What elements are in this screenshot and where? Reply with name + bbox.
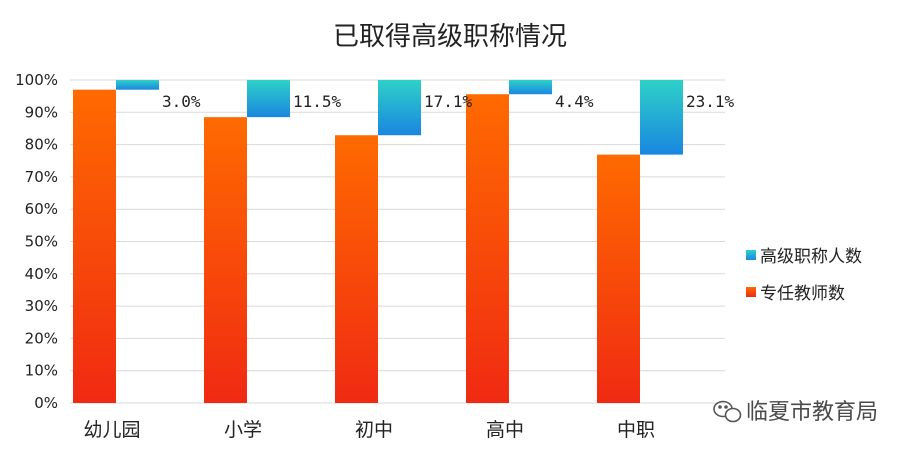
bar-senior-title bbox=[378, 80, 421, 136]
y-axis-ticks: 0% 10% 20% 30% 40% 50% 60% 70% 80% 90% 100% bbox=[15, 71, 58, 412]
gridlines bbox=[70, 79, 725, 404]
data-labels: 3.0% 11.5% 17.1% 4.4% 23.1% bbox=[162, 92, 735, 111]
x-category-label: 小学 bbox=[224, 419, 262, 441]
watermark: 临夏市教育局 bbox=[713, 400, 878, 425]
bar-senior-title bbox=[509, 80, 552, 95]
y-tick-label: 30% bbox=[25, 297, 58, 315]
bars bbox=[73, 80, 683, 404]
bar-teachers bbox=[73, 89, 116, 403]
x-category-label: 初中 bbox=[355, 419, 393, 441]
y-tick-label: 40% bbox=[25, 265, 58, 283]
y-tick-label: 60% bbox=[25, 200, 58, 218]
legend-label-senior: 高级职称人数 bbox=[760, 247, 862, 267]
data-label: 4.4% bbox=[555, 92, 594, 111]
y-tick-label: 20% bbox=[25, 329, 58, 347]
y-tick-label: 80% bbox=[25, 136, 58, 154]
y-tick-label: 0% bbox=[34, 394, 58, 412]
data-label: 11.5% bbox=[293, 92, 342, 111]
y-tick-label: 70% bbox=[25, 168, 58, 186]
legend: 高级职称人数 专任教师数 bbox=[746, 247, 862, 304]
legend-swatch-senior bbox=[746, 250, 756, 260]
data-label: 23.1% bbox=[686, 92, 735, 111]
chart-title: 已取得高级职称情况 bbox=[333, 22, 567, 52]
bar-senior-title bbox=[640, 80, 683, 155]
legend-swatch-teachers bbox=[746, 287, 756, 297]
y-tick-label: 50% bbox=[25, 233, 58, 251]
y-tick-label: 10% bbox=[25, 362, 58, 380]
y-tick-label: 100% bbox=[15, 71, 58, 89]
watermark-text: 临夏市教育局 bbox=[746, 400, 878, 425]
bar-teachers bbox=[597, 154, 640, 403]
bar-teachers bbox=[204, 117, 247, 404]
bar-teachers bbox=[466, 94, 509, 403]
bar-senior-title bbox=[116, 80, 159, 90]
x-axis-labels: 幼儿园 小学 初中 高中 中职 bbox=[83, 419, 655, 441]
legend-label-teachers: 专任教师数 bbox=[760, 284, 845, 304]
data-label: 3.0% bbox=[162, 92, 201, 111]
x-category-label: 中职 bbox=[617, 419, 655, 441]
x-category-label: 高中 bbox=[486, 419, 524, 441]
bar-senior-title bbox=[247, 80, 290, 118]
wechat-icon bbox=[713, 400, 742, 423]
y-tick-label: 90% bbox=[25, 103, 58, 121]
bar-teachers bbox=[335, 135, 378, 403]
x-category-label: 幼儿园 bbox=[83, 419, 140, 441]
data-label: 17.1% bbox=[424, 92, 473, 111]
